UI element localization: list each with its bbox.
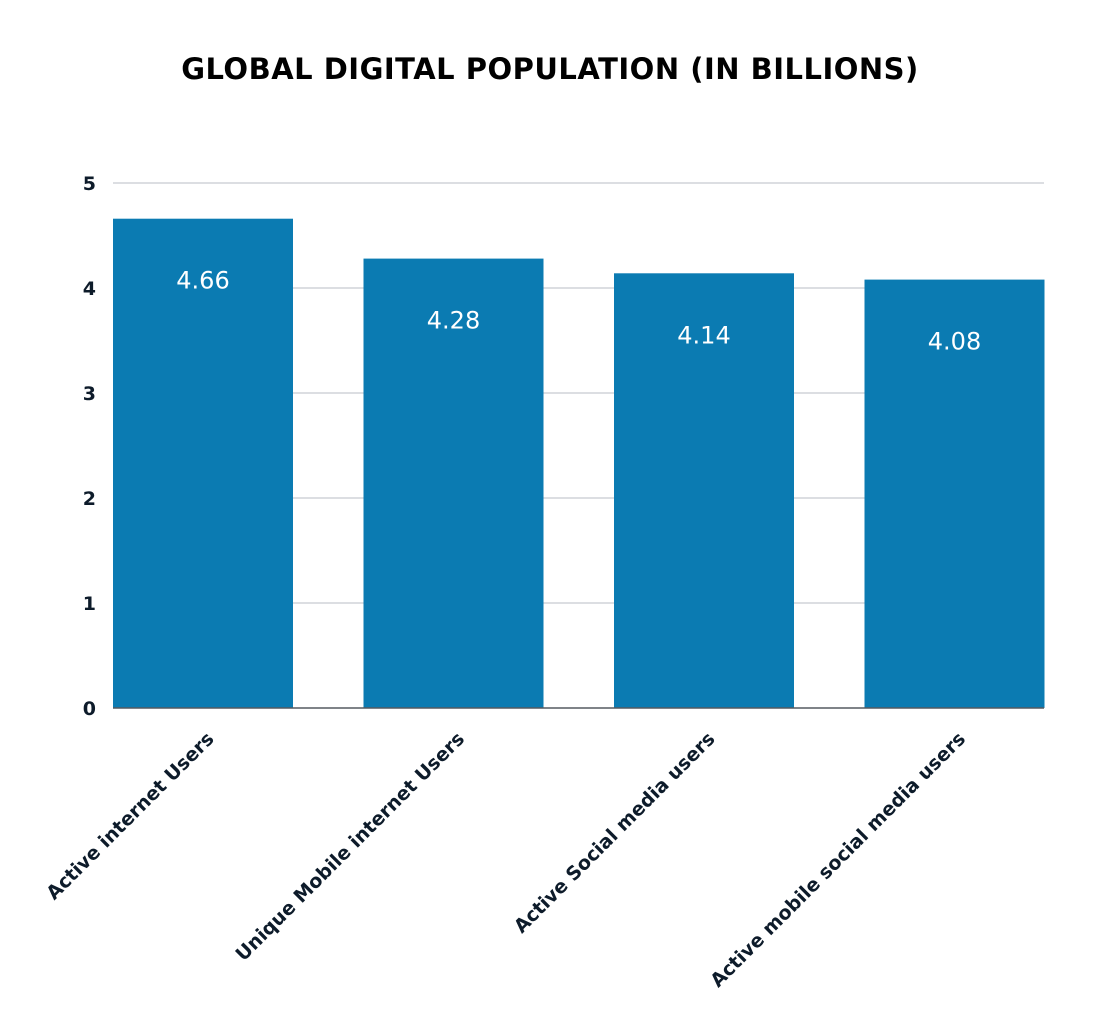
y-tick-label: 4 <box>83 278 96 300</box>
y-tick-label: 3 <box>83 383 96 405</box>
data-label: 4.08 <box>928 328 981 356</box>
y-tick-label: 2 <box>83 488 96 510</box>
x-tick-label: Active Social media users <box>510 728 720 938</box>
x-tick-label: Active mobile social media users <box>706 728 970 992</box>
data-label: 4.28 <box>427 307 480 335</box>
y-tick-label: 0 <box>83 698 96 720</box>
y-tick-label: 5 <box>83 173 96 195</box>
y-tick-label: 1 <box>83 593 96 615</box>
chart-title: GLOBAL DIGITAL POPULATION (IN BILLIONS) <box>181 52 919 86</box>
x-tick-label: Unique Mobile internet Users <box>231 728 469 966</box>
x-tick-label: Active internet Users <box>42 728 218 904</box>
data-label: 4.66 <box>176 267 229 295</box>
bar <box>363 258 544 708</box>
bar <box>113 218 293 708</box>
bar <box>864 279 1045 708</box>
bar <box>614 273 794 708</box>
data-label: 4.14 <box>677 321 730 349</box>
